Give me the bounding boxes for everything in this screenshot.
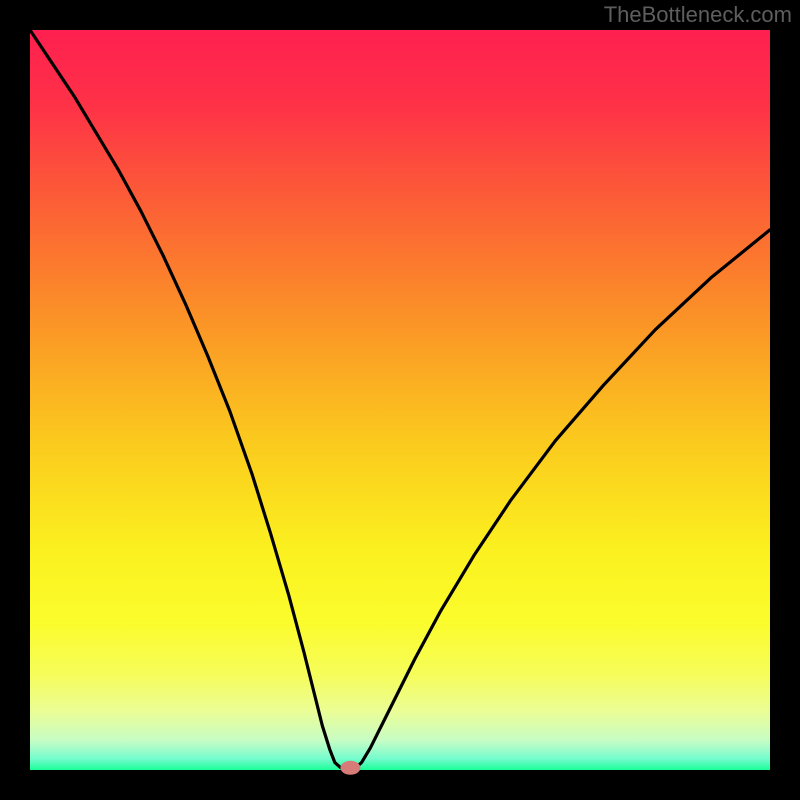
bottleneck-chart (0, 0, 800, 800)
plot-gradient-background (30, 30, 770, 770)
optimal-point-marker (340, 761, 360, 775)
watermark-text: TheBottleneck.com (604, 2, 792, 28)
chart-container: TheBottleneck.com (0, 0, 800, 800)
